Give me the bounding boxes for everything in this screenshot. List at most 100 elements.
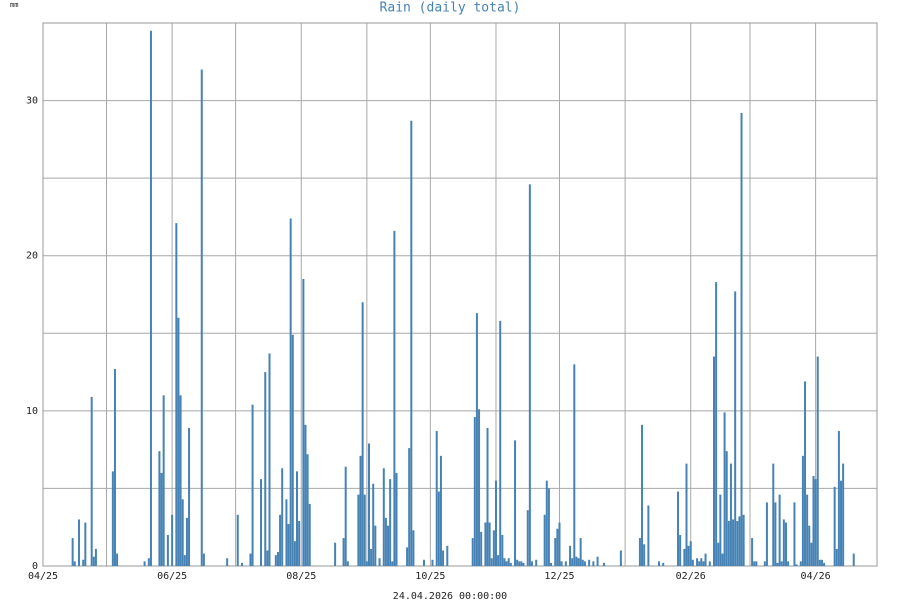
bar (818, 559, 821, 566)
bar (236, 514, 239, 566)
bar (344, 466, 347, 566)
bar (200, 69, 203, 567)
bar (643, 544, 646, 566)
bar (260, 479, 263, 566)
bar (492, 530, 495, 566)
bar (475, 313, 478, 566)
bar (77, 519, 80, 566)
bar (717, 542, 720, 566)
bar (808, 525, 811, 566)
bar (251, 404, 254, 566)
bar (530, 561, 533, 566)
footer-timestamp: 24.04.2026 00:00:00 (393, 591, 507, 600)
bar (736, 521, 739, 566)
bar (577, 558, 580, 566)
bar (410, 120, 413, 567)
bar (391, 561, 394, 566)
bar (801, 455, 804, 566)
bar (569, 545, 572, 566)
bar (408, 448, 411, 566)
bar (687, 545, 690, 566)
y-tick-label: 20 (26, 251, 38, 262)
bar (647, 505, 650, 566)
x-tick-label: 02/26 (676, 571, 706, 582)
bar (742, 514, 745, 566)
bar (514, 440, 517, 566)
bar (564, 561, 567, 566)
bar (740, 112, 743, 567)
bar (370, 548, 373, 566)
bar (378, 558, 381, 566)
bar (160, 472, 163, 566)
bar (226, 558, 229, 566)
bar (389, 479, 392, 566)
bar (264, 372, 267, 566)
bar (842, 463, 845, 566)
bar (171, 514, 174, 566)
bar (94, 548, 97, 566)
bar (776, 562, 779, 566)
bar (177, 317, 180, 566)
bar (494, 480, 497, 566)
bar (814, 479, 817, 566)
bar (266, 550, 269, 566)
bar (147, 558, 150, 566)
bar (446, 545, 449, 566)
bar (723, 412, 726, 566)
bar (516, 559, 519, 566)
bar (143, 561, 146, 566)
bar (702, 561, 705, 566)
bar (166, 534, 169, 566)
bar (116, 553, 119, 566)
y-tick-label: 30 (26, 96, 38, 107)
bar (535, 559, 538, 566)
bar (84, 522, 87, 566)
bar (833, 486, 836, 566)
bar (619, 550, 622, 566)
bar (306, 454, 309, 566)
bar (281, 468, 284, 566)
bar (279, 514, 282, 566)
bar (274, 555, 277, 566)
bar (92, 556, 95, 566)
plot-frame (42, 22, 878, 567)
bar (708, 561, 711, 566)
bar (175, 223, 178, 567)
bar (725, 451, 728, 566)
x-tick-label: 06/25 (157, 571, 187, 582)
bar (406, 547, 409, 566)
y-tick-label: 10 (26, 406, 38, 417)
bar (293, 541, 296, 566)
bar (657, 561, 660, 566)
bar (547, 488, 550, 566)
bar (367, 443, 370, 566)
bar (641, 424, 644, 566)
bar (503, 558, 506, 566)
y-tick-label: 0 (32, 561, 38, 572)
bar (772, 463, 775, 566)
bar (799, 561, 802, 566)
bar (522, 562, 525, 566)
bar (778, 494, 781, 566)
bar (837, 431, 840, 566)
bar (179, 395, 182, 566)
bar (812, 476, 815, 566)
bar (382, 468, 385, 566)
bar (780, 561, 783, 566)
bar (727, 521, 730, 566)
bar (528, 184, 531, 566)
bar (550, 562, 553, 566)
bar (499, 320, 502, 566)
bar (734, 291, 737, 566)
bar (497, 555, 500, 566)
bar (384, 517, 387, 566)
bar (188, 427, 191, 566)
bar (298, 521, 301, 566)
bar (276, 552, 279, 566)
bar (185, 517, 188, 566)
bar (111, 471, 114, 566)
bar (556, 528, 559, 566)
bar (782, 519, 785, 566)
